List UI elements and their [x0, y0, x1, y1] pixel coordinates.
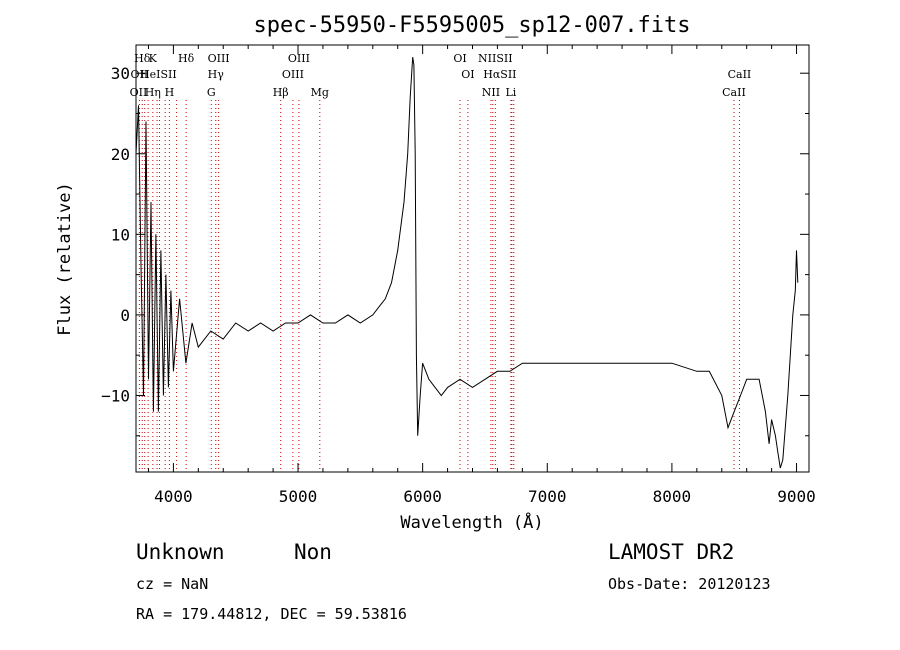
line-marker-label: OIII: [282, 68, 304, 81]
line-marker-label: Hη: [145, 86, 161, 99]
spectrum-line: [135, 57, 799, 469]
survey-name: LAMOST DR2: [608, 540, 735, 564]
y-tick-label: −10: [101, 386, 130, 405]
x-tick-label: 4000: [154, 487, 193, 506]
line-marker-label: Hγ: [208, 68, 225, 81]
x-axis: 4000 5000 6000 7000 8000 9000: [147, 45, 816, 506]
y-axis: −10 0 10 20 30: [101, 64, 809, 437]
line-marker-label: HαSII: [483, 68, 516, 81]
redshift-cz: cz = NaN: [136, 575, 209, 593]
line-marker-label: HeISII: [140, 68, 177, 81]
emission-line-markers: [138, 100, 740, 472]
y-tick-label: 30: [111, 64, 130, 83]
y-tick-label: 0: [120, 306, 130, 325]
line-marker-label: Hδ: [134, 52, 151, 65]
x-axis-label: Wavelength (Å): [400, 511, 543, 533]
line-marker-label: H: [165, 86, 175, 99]
line-marker-label: G: [207, 86, 216, 99]
object-class: Unknown: [136, 540, 225, 564]
x-tick-label: 9000: [777, 487, 816, 506]
line-marker-label: Mg: [311, 86, 329, 99]
x-tick-label: 5000: [279, 487, 318, 506]
line-marker-label: Hβ: [273, 86, 289, 99]
object-subclass: Non: [294, 540, 332, 564]
line-marker-label: NIISII: [478, 52, 513, 65]
y-axis-label: Flux (relative): [55, 182, 75, 336]
line-marker-label: OII: [130, 86, 148, 99]
line-marker-label: OI: [453, 52, 466, 65]
line-marker-label: CaII: [728, 68, 752, 81]
y-tick-label: 20: [111, 145, 130, 164]
line-marker-label: OIII: [288, 52, 310, 65]
x-tick-label: 6000: [403, 487, 442, 506]
y-tick-label: 10: [111, 225, 130, 244]
line-marker-label: OI: [461, 68, 474, 81]
line-marker-label: CaII: [722, 86, 746, 99]
x-tick-label: 8000: [653, 487, 692, 506]
line-marker-label: Hδ: [178, 52, 195, 65]
coordinates: RA = 179.44812, DEC = 59.53816: [136, 605, 407, 623]
line-marker-label: OIII: [208, 52, 230, 65]
line-marker-label: NII: [482, 86, 500, 99]
x-tick-label: 7000: [528, 487, 567, 506]
line-marker-label: OII: [131, 68, 149, 81]
chart-title: spec-55950-F5595005_sp12-007.fits: [253, 13, 690, 38]
plot-frame: [135, 44, 810, 473]
line-marker-label: K: [149, 52, 158, 65]
line-marker-label: Li: [505, 86, 516, 99]
observation-date: Obs-Date: 20120123: [608, 575, 771, 593]
